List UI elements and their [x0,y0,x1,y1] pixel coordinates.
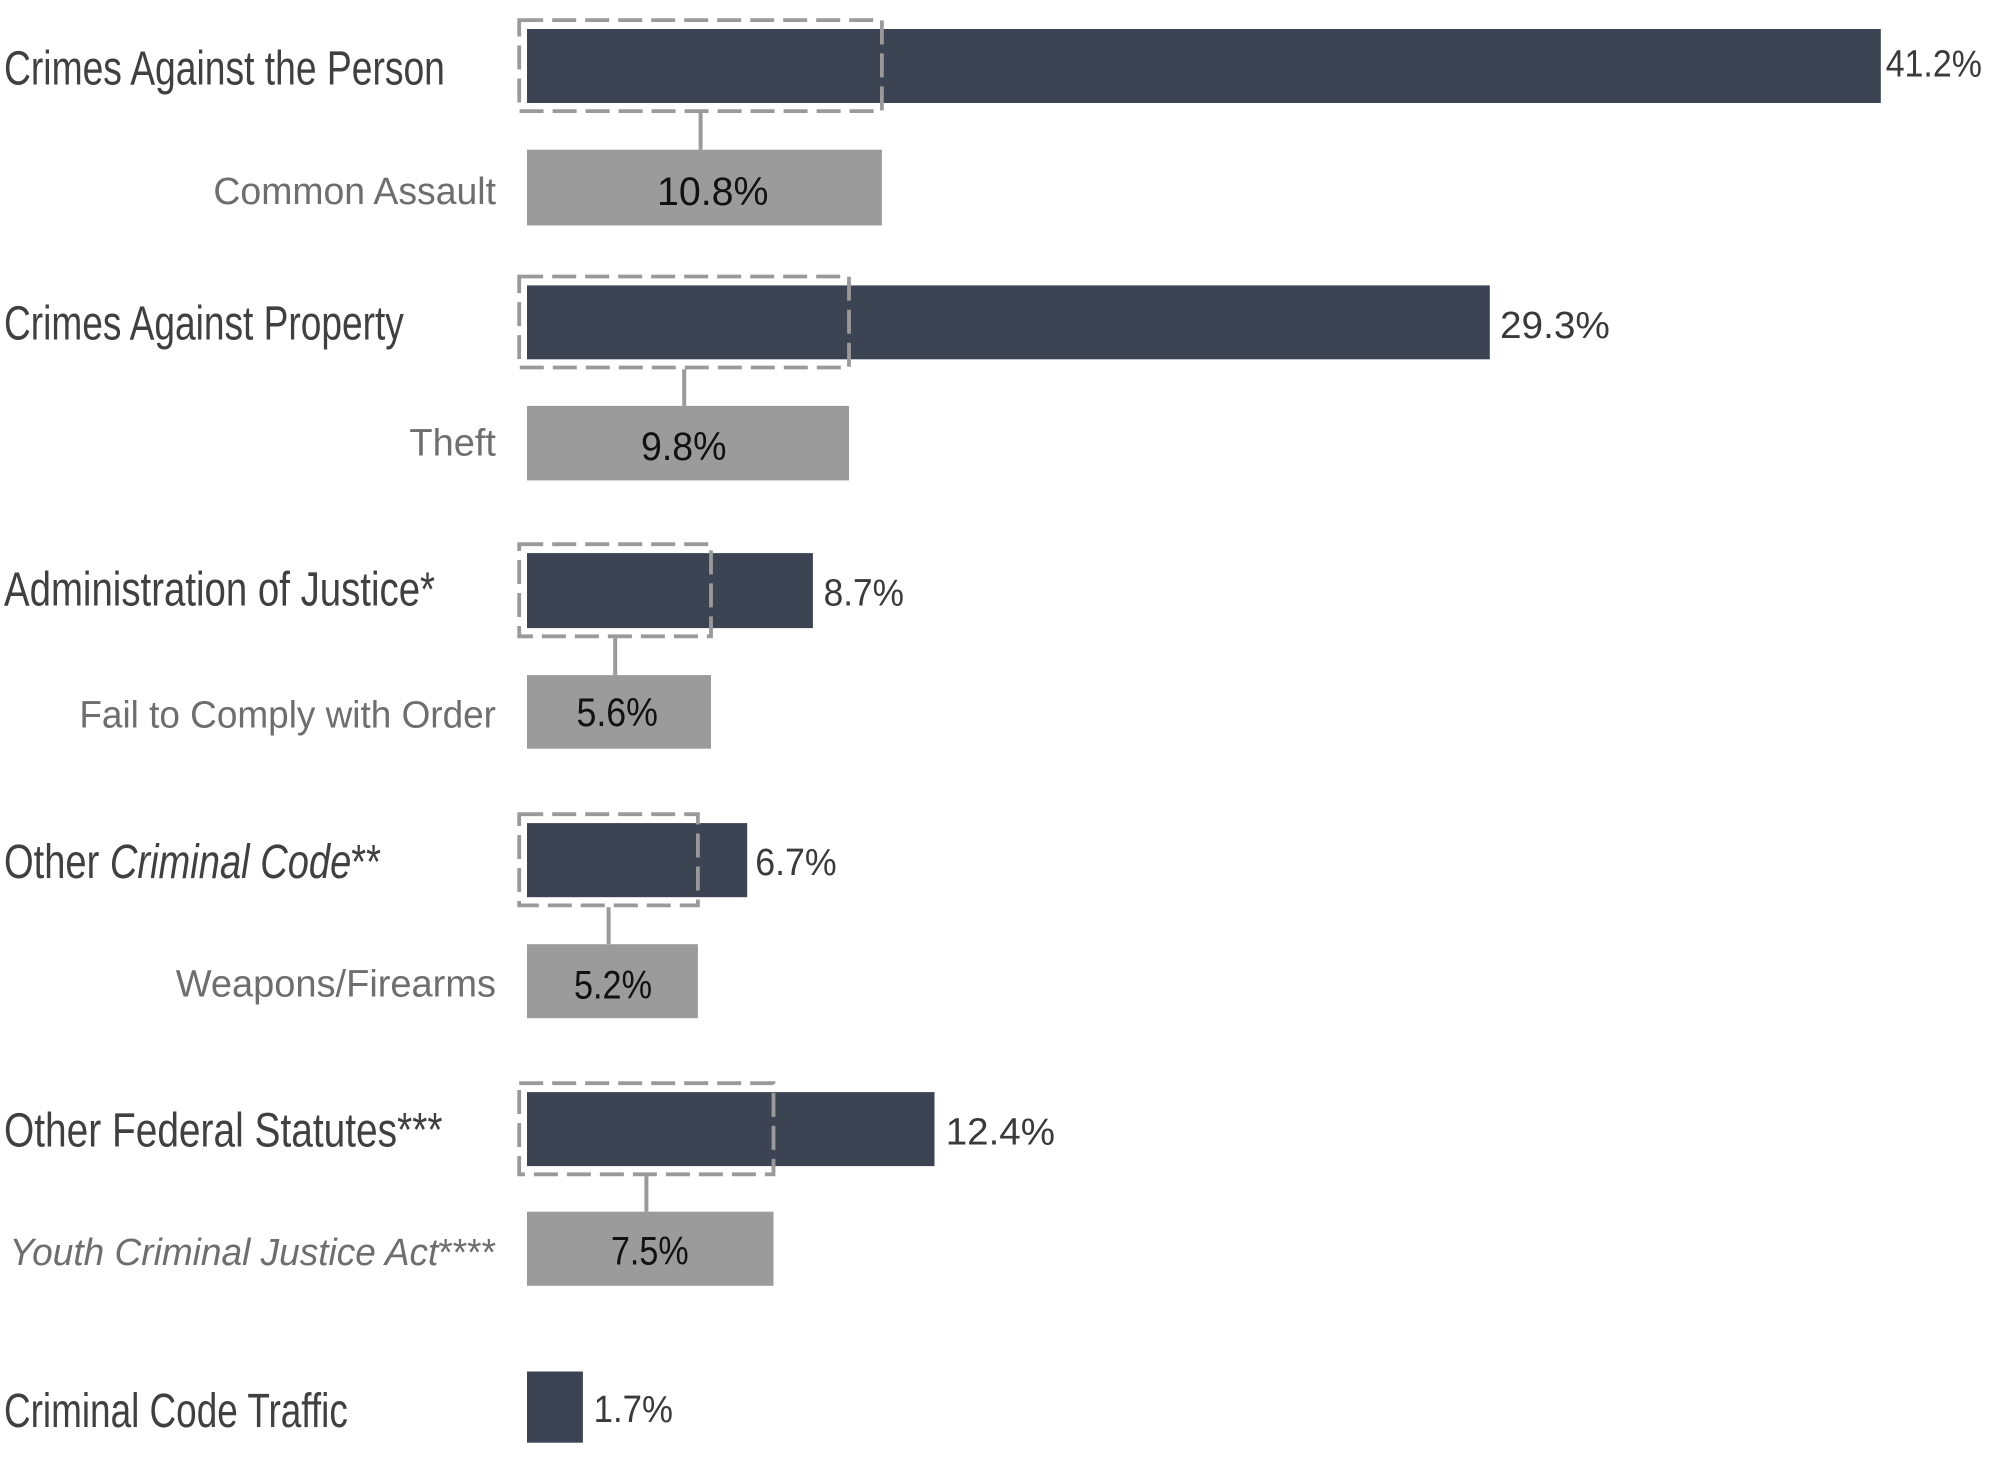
svg-text:5.6%: 5.6% [576,691,657,735]
svg-text:Weapons/Firearms: Weapons/Firearms [176,964,496,1006]
svg-text:Other Criminal Code**: Other Criminal Code** [4,836,381,889]
svg-text:41.2%: 41.2% [1886,42,1982,85]
svg-text:9.8%: 9.8% [641,425,727,469]
svg-text:7.5%: 7.5% [611,1228,689,1273]
svg-text:12.4%: 12.4% [946,1111,1055,1154]
svg-text:1.7%: 1.7% [594,1388,673,1431]
svg-text:10.8%: 10.8% [657,170,768,214]
svg-text:Fail to Comply with Order: Fail to Comply with Order [79,693,496,736]
svg-text:5.2%: 5.2% [574,962,652,1007]
svg-text:29.3%: 29.3% [1500,304,1610,347]
svg-text:Criminal Code Traffic: Criminal Code Traffic [4,1384,348,1438]
svg-text:Administration of Justice*: Administration of Justice* [4,564,435,617]
svg-text:Common Assault: Common Assault [213,170,496,212]
svg-text:Crimes Against the Person: Crimes Against the Person [4,42,445,96]
svg-text:8.7%: 8.7% [824,572,904,614]
svg-text:Theft: Theft [409,422,496,464]
svg-text:Crimes Against Property: Crimes Against Property [4,297,404,351]
svg-text:6.7%: 6.7% [755,841,836,883]
svg-text:Youth Criminal Justice Act****: Youth Criminal Justice Act**** [9,1231,496,1274]
svg-text:Other Federal Statutes***: Other Federal Statutes*** [4,1103,442,1157]
